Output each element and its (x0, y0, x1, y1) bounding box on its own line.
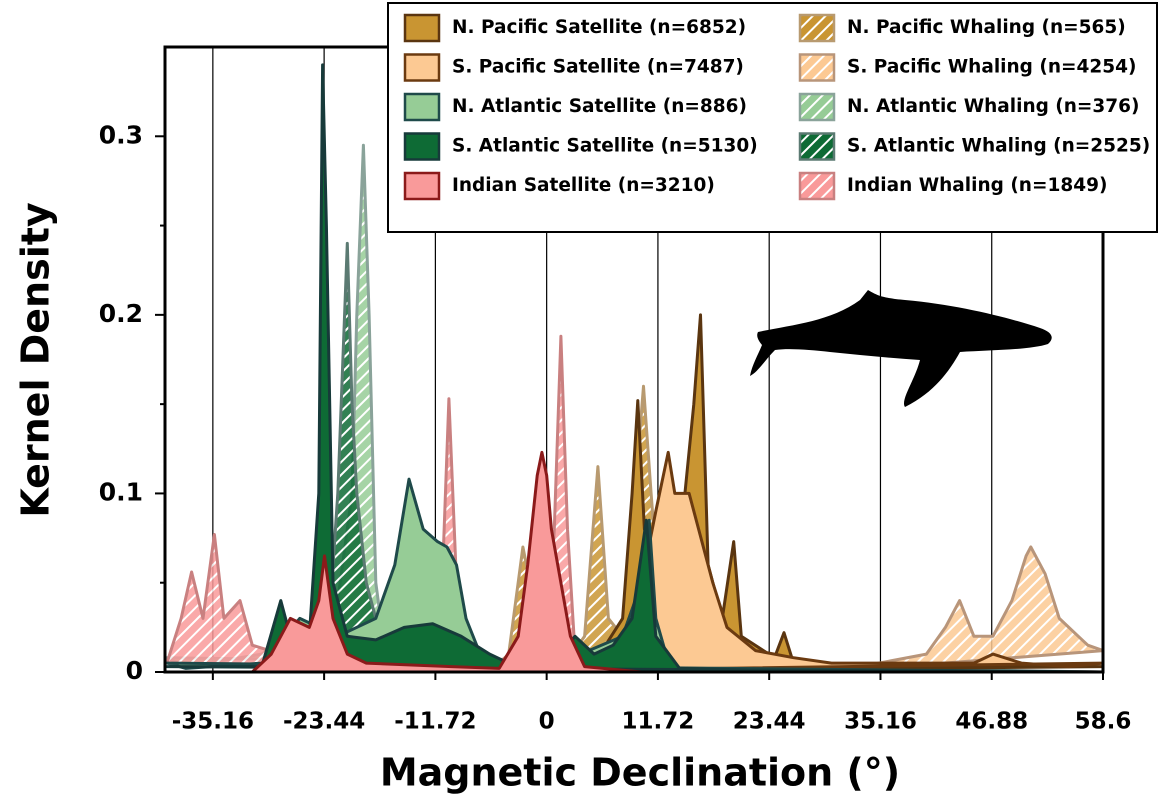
legend-swatch (798, 92, 836, 122)
x-tick-label: -11.72 (394, 709, 476, 735)
whale-silhouette (750, 290, 1052, 407)
y-tick-label: 0 (126, 656, 143, 685)
x-tick-label: -23.44 (283, 709, 365, 735)
legend-label: N. Atlantic Satellite (n=886) (452, 96, 747, 117)
legend-label: N. Atlantic Whaling (n=376) (847, 96, 1140, 117)
legend-swatch (403, 92, 441, 122)
y-axis-label: Kernel Density (14, 202, 58, 518)
legend-label: Indian Whaling (n=1849) (847, 175, 1107, 196)
legend-swatch (798, 53, 836, 82)
legend-label: S. Atlantic Satellite (n=5130) (452, 136, 758, 157)
legend-swatch (403, 53, 441, 82)
x-tick-label: 11.72 (622, 709, 695, 735)
legend-label: N. Pacific Satellite (n=6852) (452, 17, 746, 38)
satellite-density (165, 450, 1105, 674)
legend-label: S. Atlantic Whaling (n=2525) (847, 136, 1150, 157)
x-tick-label: 58.6 (1075, 709, 1132, 735)
x-tick-label: 46.88 (955, 709, 1028, 735)
legend-swatch (798, 13, 836, 43)
legend-box (387, 2, 1158, 233)
y-tick-label: 0.3 (99, 120, 143, 149)
legend-swatch (403, 171, 441, 201)
legend-label: S. Pacific Whaling (n=4254) (847, 57, 1136, 78)
y-tick-label: 0.2 (99, 299, 143, 328)
x-tick-label: 0 (539, 709, 555, 735)
whaling-density (830, 545, 1105, 674)
legend-label: Indian Satellite (n=3210) (452, 175, 715, 196)
satellite-density (165, 63, 1105, 674)
y-tick-label: 0.1 (99, 477, 143, 506)
x-tick-label: -35.16 (172, 709, 254, 735)
legend-label: S. Pacific Satellite (n=7487) (452, 57, 744, 78)
legend-swatch (403, 13, 441, 43)
x-tick-label: 23.44 (733, 709, 806, 735)
legend-label: N. Pacific Whaling (n=565) (847, 17, 1126, 38)
legend-swatch (798, 171, 836, 201)
x-tick-label: 35.16 (844, 709, 917, 735)
legend-swatch (403, 132, 441, 161)
legend-swatch (798, 132, 836, 161)
x-axis-label: Magnetic Declination (°) (380, 751, 900, 795)
